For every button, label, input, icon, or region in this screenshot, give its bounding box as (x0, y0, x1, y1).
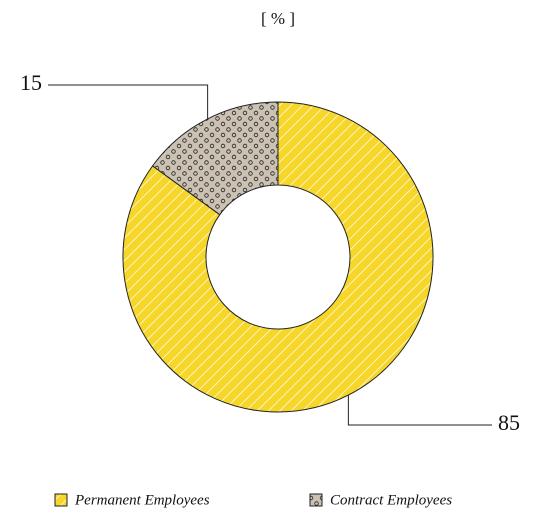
legend-label: Permanent Employees (74, 492, 210, 508)
donut-slice (151, 101, 279, 216)
donut-slice (122, 101, 434, 413)
leader-line (347, 395, 492, 426)
legend-swatch (309, 493, 323, 507)
legend-swatch (54, 493, 68, 507)
chart-title: [ % ] (261, 9, 295, 28)
legend-label: Contract Employees (330, 492, 452, 508)
data-label: 85 (498, 410, 520, 435)
leader-line (48, 84, 209, 119)
data-label: 15 (20, 70, 42, 95)
